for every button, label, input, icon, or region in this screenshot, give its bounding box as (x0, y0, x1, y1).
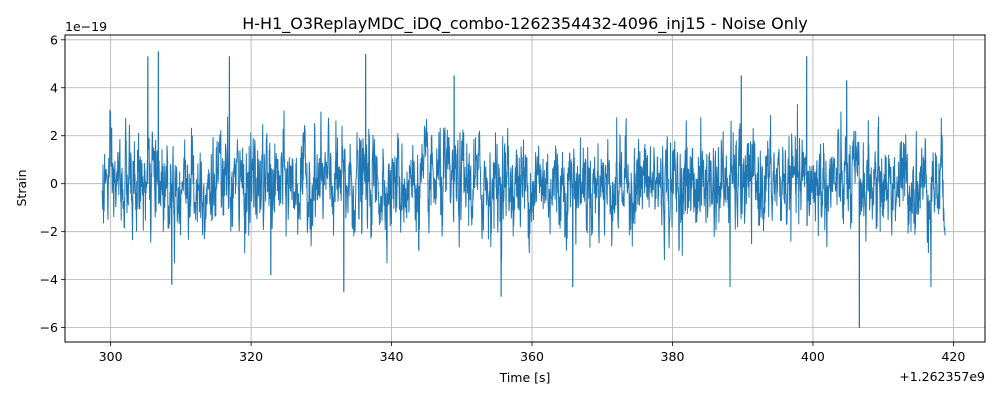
y-tick-label: 6 (50, 32, 58, 47)
x-offset-label: +1.262357e9 (899, 369, 985, 384)
y-tick-label: 2 (50, 128, 58, 143)
y-tick-label: 4 (50, 80, 58, 95)
ticks: 300 320 340 360 380 400 420 −6 −4 −2 0 2 4 6 (40, 32, 966, 364)
strain-series-line (101, 51, 946, 329)
x-tick-label: 420 (941, 349, 965, 364)
x-tick-label: 360 (520, 349, 544, 364)
chart-title: H-H1_O3ReplayMDC_iDQ_combo-1262354432-40… (242, 14, 808, 34)
x-tick-label: 380 (661, 349, 685, 364)
y-tick-label: −2 (40, 224, 58, 239)
x-axis-label: Time [s] (499, 370, 551, 385)
x-tick-label: 300 (99, 349, 123, 364)
y-tick-label: 0 (50, 176, 58, 191)
y-scale-label: 1e−19 (65, 19, 107, 34)
plot-frame (64, 34, 986, 343)
x-tick-label: 320 (239, 349, 263, 364)
y-axis-label: Strain (14, 169, 29, 206)
y-tick-label: −6 (40, 320, 58, 335)
x-tick-label: 340 (380, 349, 404, 364)
series-group (101, 51, 946, 329)
y-tick-label: −4 (40, 272, 58, 287)
x-tick-label: 400 (801, 349, 825, 364)
